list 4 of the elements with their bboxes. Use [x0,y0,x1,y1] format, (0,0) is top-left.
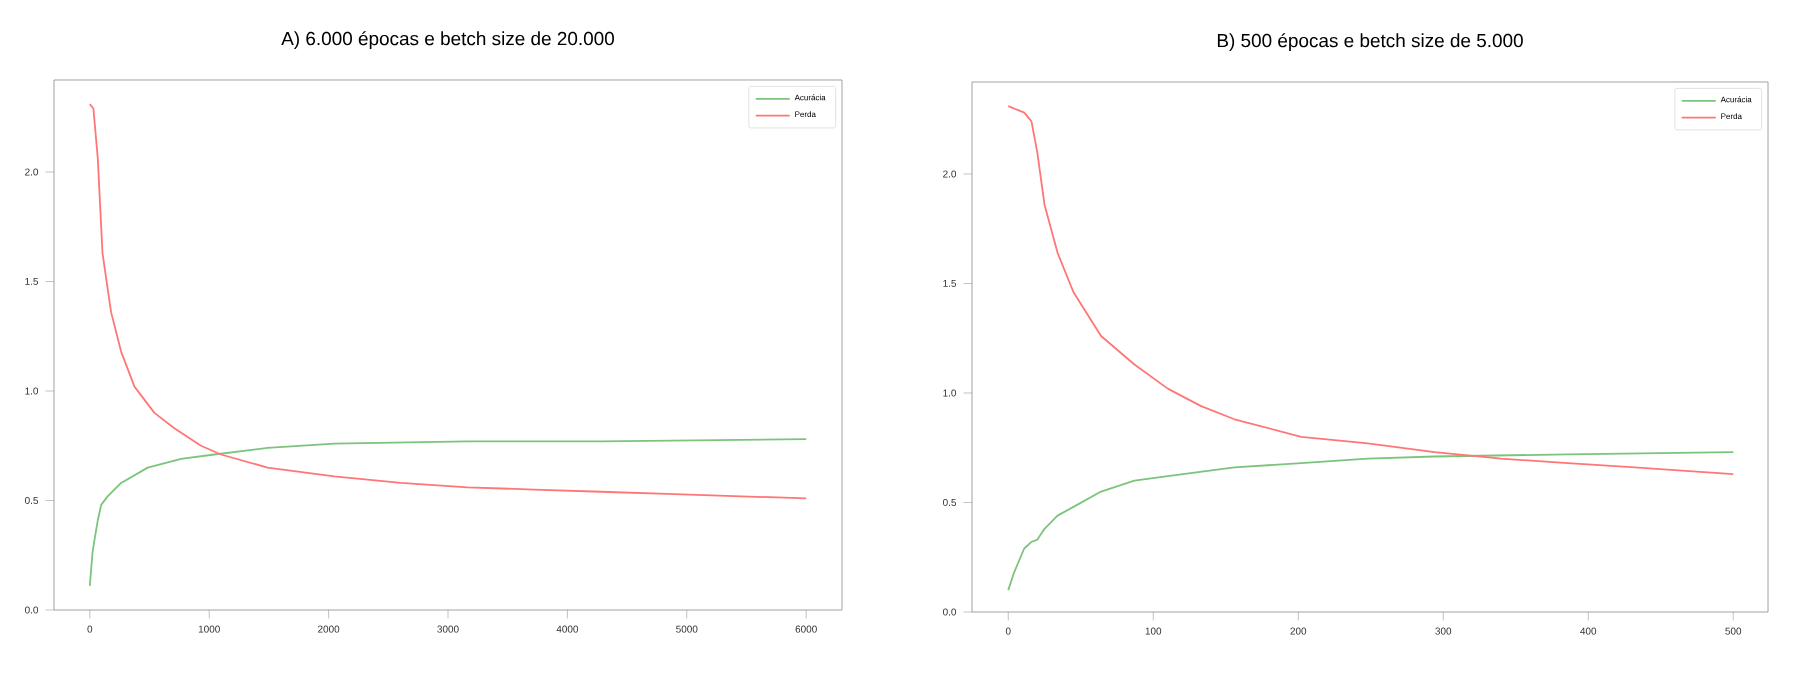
chart-title: B) 500 épocas e betch size de 5.000 [1217,33,1523,52]
chart-title: A) 6.000 épocas e betch size de 20.000 [281,31,614,50]
line-series [1007,451,1735,591]
line-series [88,438,808,587]
